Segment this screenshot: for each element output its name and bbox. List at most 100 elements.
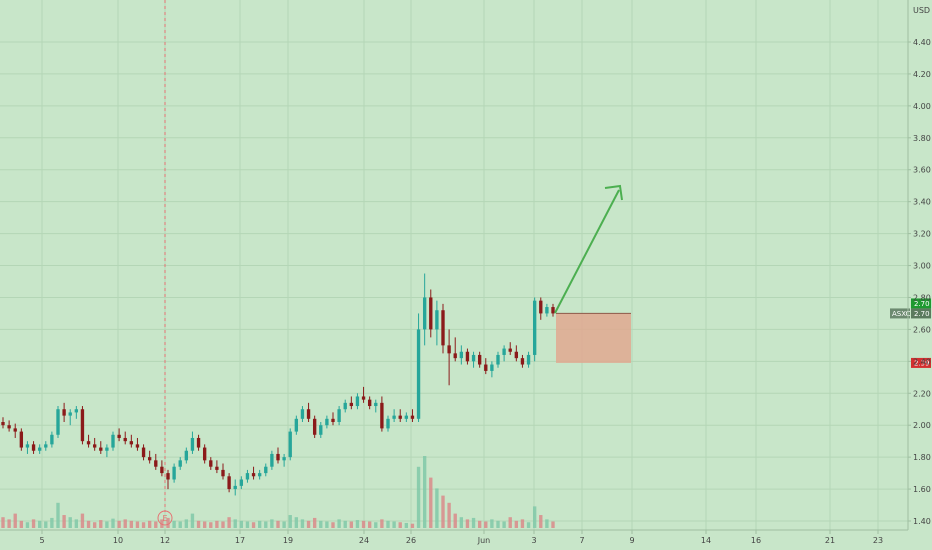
candle-body [264, 466, 268, 474]
volume-bar [429, 477, 433, 528]
volume-bar [337, 519, 341, 528]
volume-bar [539, 515, 543, 528]
candle-body [74, 409, 79, 413]
volume-bar [74, 519, 79, 528]
price-tick-label: 3.60 [913, 166, 931, 175]
candle-body [147, 457, 152, 461]
volume-bar [367, 521, 372, 528]
volume-bar [135, 521, 140, 528]
date-tick-label: 14 [701, 536, 711, 545]
volume-bar [325, 521, 329, 528]
candle-body [410, 415, 415, 419]
volume-bar [477, 520, 482, 528]
candle-body [496, 354, 500, 365]
price-axis: 4.40 4.20 4.00 3.80 3.60 3.40 3.20 3.00 2.80 2.60… [907, 0, 931, 530]
volume-bar [190, 513, 195, 528]
candle-body [319, 425, 323, 435]
candle-body [325, 418, 329, 426]
candle-body [459, 351, 464, 359]
volume-bar [92, 522, 97, 528]
volume-bar [25, 522, 30, 528]
volume-bar [312, 517, 317, 528]
candle-body [416, 329, 421, 419]
volume-bar [141, 522, 146, 528]
volume-bar [422, 456, 427, 528]
volume-bar [551, 521, 555, 528]
symbol-label-bg [890, 308, 910, 319]
volume-bar [392, 521, 396, 528]
candle-body [178, 460, 182, 467]
candle-body [44, 444, 48, 448]
date-tick-label: Jun [477, 536, 491, 545]
volume-bar [215, 520, 219, 528]
volume-bar [331, 522, 335, 528]
volume-bar [490, 519, 494, 528]
candle-body [380, 402, 384, 429]
date-tick-label: 5 [39, 536, 44, 545]
candles [1, 273, 555, 496]
price-tick-label: 2.00 [913, 421, 931, 430]
volume-bar [233, 519, 237, 528]
price-tick-label: 4.40 [913, 38, 931, 47]
price-tick-label: 1.80 [913, 453, 931, 462]
candle-body [105, 447, 109, 451]
volume-bar [471, 517, 476, 528]
candle-body [526, 354, 531, 365]
candle-body [306, 409, 311, 419]
candle-body [37, 447, 42, 451]
volume-bar [465, 519, 470, 528]
candle-body [135, 444, 140, 448]
candle-body [539, 300, 543, 314]
candle-body [50, 434, 54, 445]
candle-body [532, 300, 537, 355]
target-price-badge: 2.70 [914, 300, 930, 308]
volume-bar [386, 520, 390, 528]
candle-body [337, 409, 341, 423]
candle-body [233, 485, 237, 490]
volume-bar [105, 521, 109, 528]
volume-bar [526, 522, 531, 528]
volume-bar [545, 519, 549, 528]
volume-bar [508, 517, 512, 528]
volume-bar [202, 521, 207, 528]
candle-body [245, 473, 250, 480]
candle-body [484, 364, 488, 371]
candle-body [453, 353, 457, 359]
date-tick-label: 3 [531, 536, 536, 545]
volume-bar [416, 466, 421, 528]
price-tick-label: 2.40 [913, 357, 931, 366]
candle-body [160, 466, 164, 474]
candle-body [111, 434, 115, 448]
date-tick-label: 9 [629, 536, 634, 545]
candle-body [465, 351, 470, 362]
candle-body [276, 453, 280, 461]
volume-bar [355, 520, 360, 528]
candle-body [251, 473, 256, 477]
trend-arrow [554, 189, 620, 314]
arrow-head [604, 184, 623, 201]
volume-bar [496, 520, 500, 528]
volume-bar [361, 520, 366, 528]
candle-body [239, 479, 244, 486]
volume-bar [404, 522, 409, 528]
price-tick-label: 2.80 [913, 293, 931, 302]
candle-body [202, 447, 207, 461]
price-tick-label: 3.20 [913, 230, 931, 239]
volume-bar [257, 520, 262, 528]
volume-bar [264, 521, 268, 528]
candle-body [68, 412, 72, 416]
volume-bar [44, 521, 48, 528]
candle-body [343, 402, 347, 410]
candle-body [13, 428, 17, 432]
volume-bar [380, 519, 384, 528]
candle-body [551, 307, 555, 314]
volume-bar [172, 520, 176, 528]
volume-bar [111, 518, 115, 528]
candle-body [367, 399, 372, 407]
volume-bar [239, 520, 244, 528]
volume-bar [80, 513, 85, 528]
candle-body [300, 409, 305, 419]
